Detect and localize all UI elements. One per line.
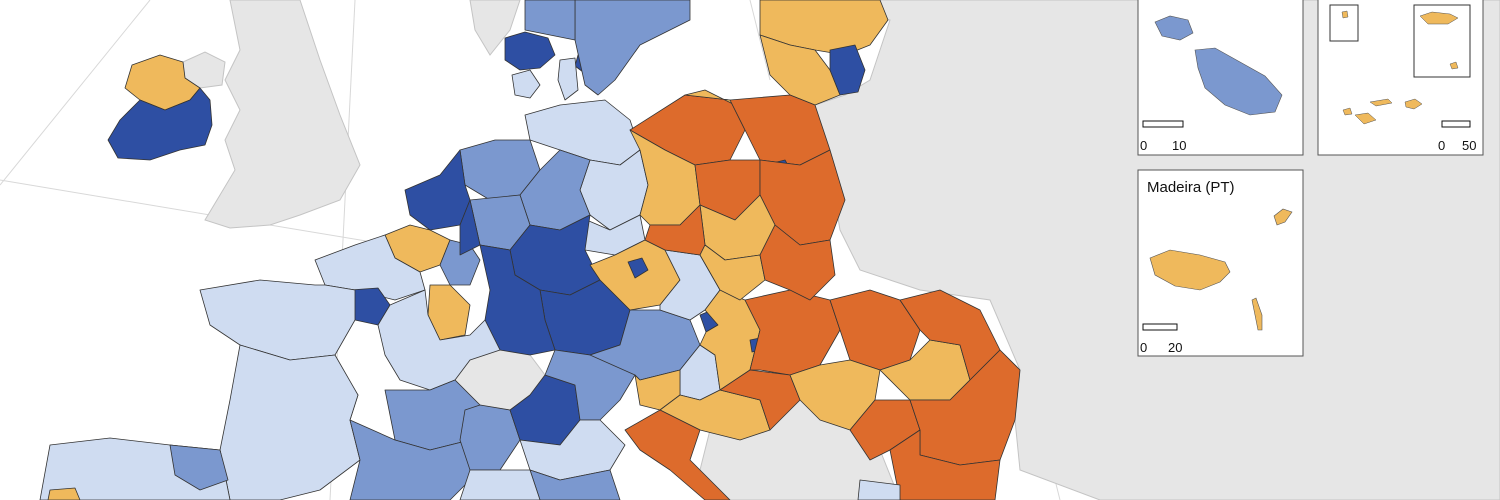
region-nl-east xyxy=(459,199,481,256)
inset-malta-scale-bar xyxy=(1142,120,1184,128)
region-se-south xyxy=(574,0,691,96)
inset-azores-island-santa-maria xyxy=(1449,61,1459,70)
inset-azores-island-flores xyxy=(1341,10,1349,19)
region-ie-southern xyxy=(107,87,213,161)
great-britain xyxy=(204,0,361,229)
region-pl-silesia xyxy=(644,204,706,256)
inset-malta-island-main xyxy=(1194,47,1283,116)
norway-edge xyxy=(469,0,521,56)
inset-azores-scale-start: 0 xyxy=(1438,138,1445,153)
region-pt-north xyxy=(47,487,81,500)
region-cz-prague xyxy=(627,257,649,279)
inset-malta-scale-start: 0 xyxy=(1140,138,1147,153)
inset-madeira-scale-bar xyxy=(1142,323,1178,331)
region-fr-west xyxy=(199,279,356,361)
inset-azores-island-sao-jorge xyxy=(1369,98,1393,107)
region-es-basque xyxy=(169,444,229,491)
inset-azores-scale-end: 50 xyxy=(1462,138,1476,153)
inset-madeira-island-main xyxy=(1149,249,1231,291)
inset-azores-island-pico xyxy=(1354,112,1377,125)
region-dk-south xyxy=(511,69,541,99)
inset-azores-island-sao-miguel xyxy=(1419,11,1459,25)
inset-madeira-scale-end: 20 xyxy=(1168,340,1182,355)
region-fr-south-west xyxy=(219,344,361,500)
region-ro-south-east xyxy=(889,429,1001,500)
region-se-gotland xyxy=(557,57,579,101)
region-bg-north xyxy=(857,479,901,500)
inset-azores-scale-bar xyxy=(1441,120,1471,128)
inset-azores-island-faial xyxy=(1342,107,1353,116)
region-hr-adriatic xyxy=(624,409,731,500)
inset-madeira-island-desertas xyxy=(1251,297,1263,331)
inset-madeira-island-porto-santo xyxy=(1273,208,1293,226)
region-se-west xyxy=(524,0,576,41)
inset-azores-island-terceira xyxy=(1404,98,1423,110)
inset-madeira: Madeira (PT) 0 20 xyxy=(1137,169,1304,357)
region-dk xyxy=(504,31,556,71)
inset-malta: 0 10 xyxy=(1137,0,1304,156)
region-lt-vilnius xyxy=(829,44,866,96)
non-eu-land xyxy=(182,0,1500,500)
region-it-liguria xyxy=(459,469,541,500)
region-it-piedmont xyxy=(459,404,521,471)
inset-malta-island-gozo xyxy=(1154,15,1194,41)
region-fr-east xyxy=(377,289,501,391)
eu-regions xyxy=(39,0,1021,500)
inset-madeira-scale-start: 0 xyxy=(1140,340,1147,355)
inset-azores-subframe-left xyxy=(1329,4,1359,42)
region-pl-south-east xyxy=(759,224,836,301)
inset-madeira-title: Madeira (PT) xyxy=(1147,179,1235,196)
inset-azores: 0 50 xyxy=(1317,0,1484,156)
inset-malta-scale-end: 10 xyxy=(1172,138,1186,153)
